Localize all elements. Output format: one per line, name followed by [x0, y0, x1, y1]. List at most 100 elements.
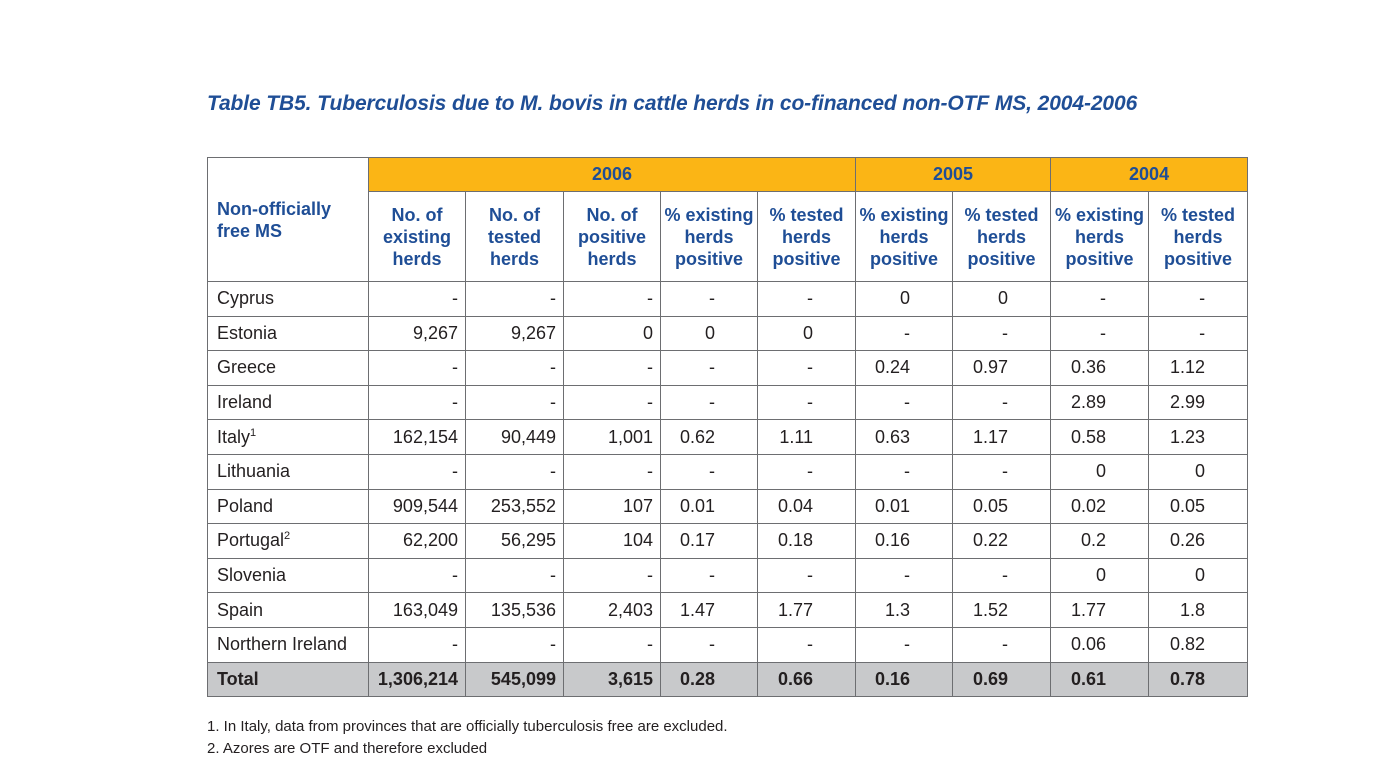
- value-cell: 0: [1148, 453, 1249, 490]
- value-cell: -: [660, 453, 758, 490]
- value-cell: 0: [660, 315, 758, 352]
- value-cell: 163,049: [368, 592, 466, 628]
- value-cell: -: [756, 557, 857, 594]
- value-cell: 253,552: [465, 488, 564, 525]
- value-cell: 1,001: [563, 419, 661, 455]
- value-cell: 0.01: [855, 488, 954, 525]
- value-cell: -: [563, 281, 661, 317]
- value-cell: 1.12: [1148, 350, 1249, 386]
- value-cell: 0: [756, 315, 857, 352]
- value-cell: 0.26: [1148, 523, 1249, 559]
- table-row: Ireland - - - - - - -2.89 2.99: [207, 384, 1249, 421]
- value-cell: 0.17: [660, 523, 758, 559]
- value-cell: 0.62: [660, 419, 758, 455]
- value-cell: 56,295: [465, 523, 564, 559]
- value-cell: -: [855, 315, 954, 352]
- value-cell: 0.2: [1050, 523, 1150, 559]
- member-state-name: Northern Ireland: [217, 634, 348, 655]
- value-cell: 0: [1148, 557, 1249, 594]
- value-cell: -: [756, 281, 857, 317]
- value-cell: -: [563, 453, 661, 490]
- member-state-name: Cyprus: [217, 288, 275, 309]
- table-row: Spain 163,049 135,536 2,403 1.47 1.77 1.3 1.52 1…: [207, 592, 1249, 628]
- value-cell: 1.17: [952, 419, 1052, 455]
- member-state-name: Slovenia: [217, 565, 287, 586]
- value-cell: -: [952, 384, 1052, 421]
- footnote-1: 1. In Italy, data from provinces that ar…: [207, 718, 728, 735]
- row-header-label: Non-officially free MS: [217, 198, 332, 241]
- value-cell: -: [465, 557, 564, 594]
- value-cell: -: [465, 453, 564, 490]
- value-cell: 0.06: [1050, 626, 1150, 663]
- member-state-cell: Lithuania: [207, 453, 369, 490]
- member-state-name: Greece: [217, 357, 277, 378]
- value-cell: 0.18: [756, 523, 857, 559]
- total-value-cell: 1,306,214: [368, 661, 466, 697]
- tb5-table: Non-officially free MS 2006 2005 2004 No…: [207, 157, 1249, 697]
- value-cell: 0.58: [1050, 419, 1150, 455]
- year-header-row: Non-officially free MS 2006 2005 2004: [207, 157, 1249, 282]
- value-cell: -: [660, 384, 758, 421]
- value-cell: 135,536: [465, 592, 564, 628]
- total-label: Total: [207, 661, 369, 697]
- value-cell: 1.77: [756, 592, 857, 628]
- value-cell: 0.24: [855, 350, 954, 386]
- value-cell: 1.52: [952, 592, 1052, 628]
- column-header: No. of existing herds: [368, 191, 466, 282]
- member-state-name: Lithuania: [217, 461, 291, 482]
- value-cell: -: [368, 557, 466, 594]
- total-value-cell: 0.28: [660, 661, 758, 697]
- member-state-name: Ireland: [217, 392, 273, 413]
- value-cell: -: [855, 626, 954, 663]
- value-cell: 1.47: [660, 592, 758, 628]
- value-cell: 107: [563, 488, 661, 525]
- footnote-2: 2. Azores are OTF and therefore excluded: [207, 740, 488, 757]
- table-row: Lithuania - - - - - - -0 0: [207, 453, 1249, 490]
- row-header-cell: Non-officially free MS: [207, 157, 369, 282]
- value-cell: -: [756, 626, 857, 663]
- footnote-marker: 1: [250, 426, 257, 439]
- value-cell: -: [660, 557, 758, 594]
- value-cell: -: [855, 557, 954, 594]
- value-cell: 0.36: [1050, 350, 1150, 386]
- column-header-row: No. of existing herds No. of tested herds…: [208, 191, 1249, 282]
- value-cell: -: [563, 350, 661, 386]
- value-cell: 0.05: [1148, 488, 1249, 525]
- member-state-cell: Ireland: [207, 384, 369, 421]
- total-value-cell: 0.61: [1050, 661, 1150, 697]
- member-state-cell: Italy1: [207, 419, 369, 455]
- value-cell: -: [1050, 281, 1150, 317]
- value-cell: 0.02: [1050, 488, 1150, 525]
- column-header: No. of positive herds: [563, 191, 661, 282]
- year-header-2006: 2006: [367, 157, 857, 192]
- value-cell: 0.97: [952, 350, 1052, 386]
- table-row: Slovenia - - - - - - -0 0: [207, 557, 1249, 594]
- value-cell: -: [855, 453, 954, 490]
- value-cell: 1.3: [855, 592, 954, 628]
- value-cell: 0: [563, 315, 661, 352]
- value-cell: -: [952, 453, 1052, 490]
- total-value-cell: 0.66: [756, 661, 857, 697]
- value-cell: -: [660, 281, 758, 317]
- value-cell: 104: [563, 523, 661, 559]
- value-cell: -: [563, 626, 661, 663]
- value-cell: 2.89: [1050, 384, 1150, 421]
- value-cell: -: [756, 453, 857, 490]
- value-cell: 1.23: [1148, 419, 1249, 455]
- value-cell: -: [368, 281, 466, 317]
- member-state-cell: Estonia: [207, 315, 369, 352]
- total-value-cell: 0.78: [1148, 661, 1249, 697]
- value-cell: -: [368, 350, 466, 386]
- value-cell: 2,403: [563, 592, 661, 628]
- member-state-cell: Slovenia: [207, 557, 369, 594]
- value-cell: -: [563, 557, 661, 594]
- member-state-name: Estonia: [217, 322, 278, 343]
- value-cell: -: [952, 557, 1052, 594]
- column-header: % tested herds positive: [952, 191, 1052, 282]
- table-row: Cyprus - - - - -0 0- -: [207, 281, 1249, 317]
- value-cell: 1.8: [1148, 592, 1249, 628]
- value-cell: 0.16: [855, 523, 954, 559]
- value-cell: 0: [1050, 557, 1150, 594]
- value-cell: 0: [952, 281, 1052, 317]
- value-cell: -: [952, 315, 1052, 352]
